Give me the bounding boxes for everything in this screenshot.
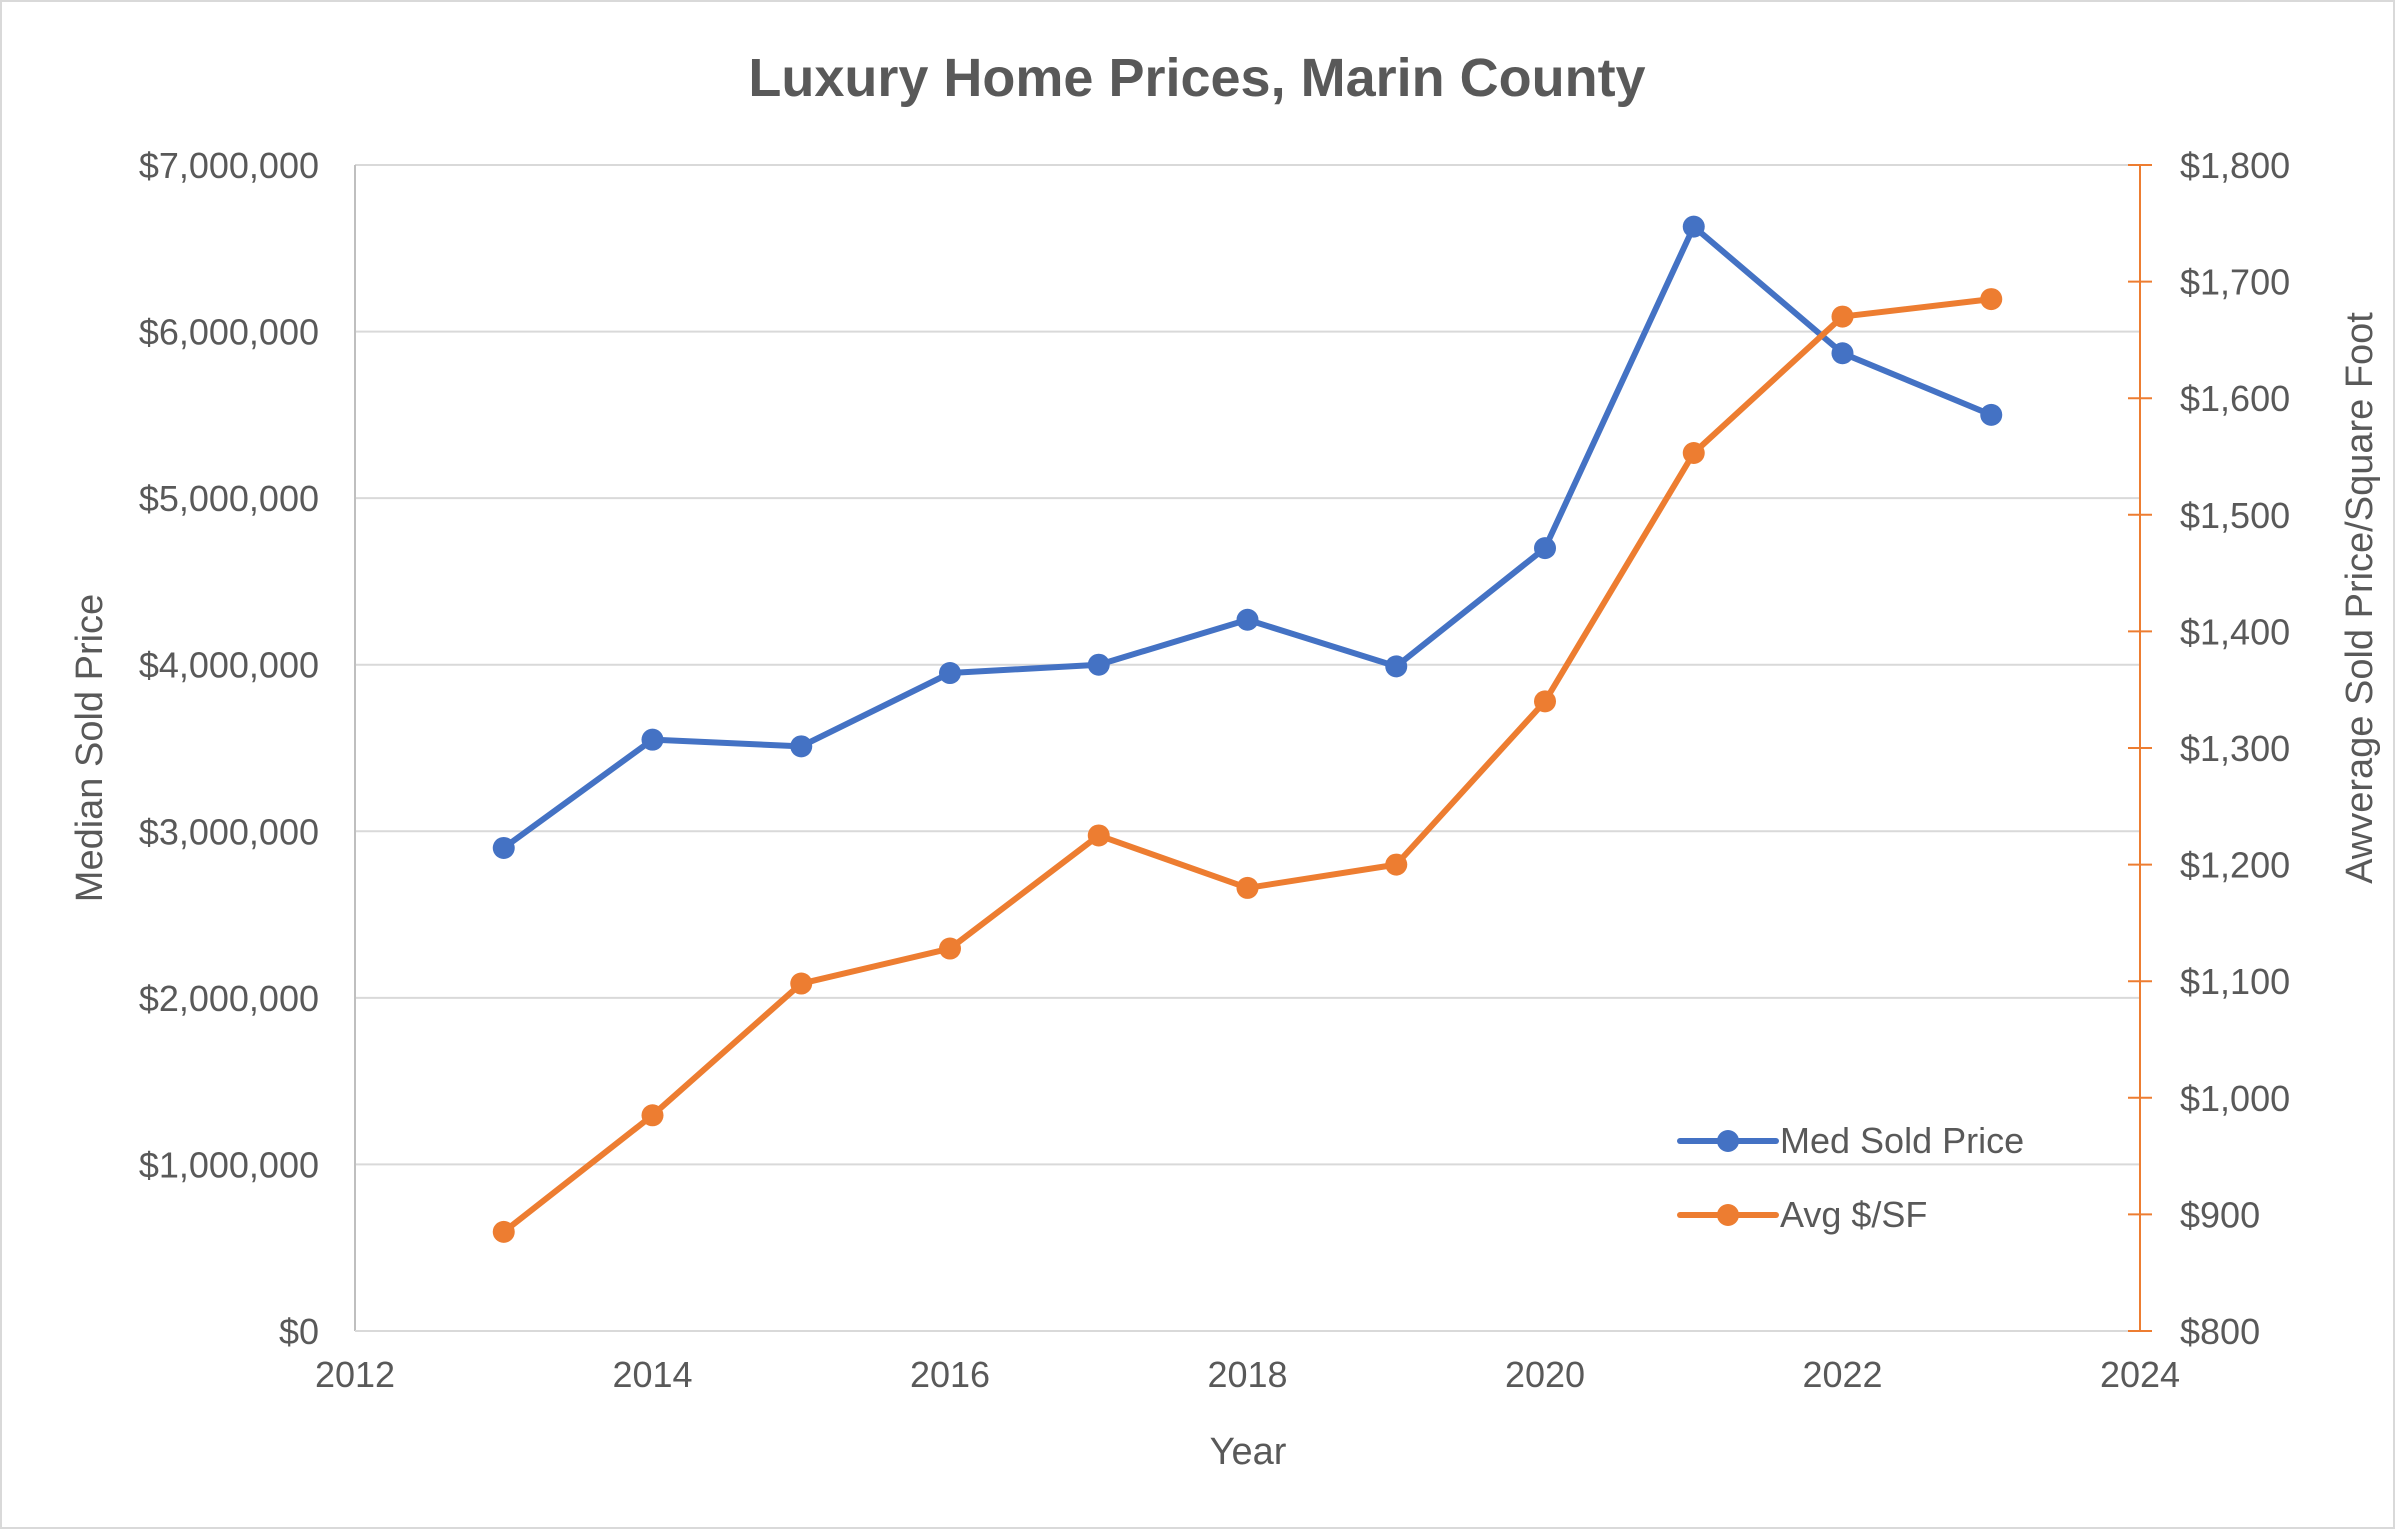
- y-tick-label: $4,000,000: [139, 645, 319, 686]
- y-tick-label: $6,000,000: [139, 312, 319, 353]
- series-line-0: [500, 223, 1995, 851]
- y-tick-label: $5,000,000: [139, 478, 319, 519]
- y2-tick-label: $1,500: [2180, 495, 2290, 536]
- y2-tick-label: $1,100: [2180, 961, 2290, 1002]
- data-point: [1682, 215, 1705, 238]
- y2-tick-label: $1,600: [2180, 378, 2290, 419]
- legend-marker-1: [1717, 1204, 1739, 1226]
- chart-title: Luxury Home Prices, Marin County: [748, 48, 1645, 108]
- data-point: [1087, 653, 1110, 676]
- data-point: [1087, 824, 1110, 847]
- data-point: [492, 1220, 515, 1243]
- data-point: [1236, 876, 1259, 899]
- y2-tick-label: $900: [2180, 1194, 2260, 1235]
- y2-tick-label: $1,200: [2180, 845, 2290, 886]
- y2-tick-label: $1,000: [2180, 1078, 2290, 1119]
- data-point: [1682, 442, 1705, 465]
- data-point: [1980, 403, 2003, 426]
- x-axis-title: Year: [1210, 1431, 1287, 1473]
- x-tick-label: 2024: [2100, 1354, 2180, 1395]
- y-tick-label: $0: [279, 1311, 319, 1352]
- series-line-1: [500, 296, 1995, 1235]
- legend: Med Sold Price Avg $/SF: [1677, 1120, 2024, 1235]
- x-tick-label: 2016: [910, 1354, 990, 1395]
- axes: [354, 164, 2152, 1332]
- data-point: [1534, 690, 1556, 713]
- y2-tick-label: $800: [2180, 1311, 2260, 1352]
- tick-labels: $0 $1,000,000 $2,000,000 $3,000,000 $4,000,0…: [139, 145, 2290, 1395]
- y-tick-label: $1,000,000: [139, 1144, 319, 1185]
- gridlines: [355, 164, 2140, 1166]
- data-point: [1385, 853, 1408, 876]
- data-point: [790, 735, 813, 758]
- data-point: [1980, 288, 2003, 311]
- legend-label-1: Avg $/SF: [1780, 1194, 1927, 1235]
- x-tick-label: 2018: [1207, 1354, 1287, 1395]
- legend-label-0: Med Sold Price: [1780, 1120, 2024, 1161]
- x-tick-label: 2020: [1505, 1354, 1585, 1395]
- y2-axis-title: Awverage Sold Price/Square Foot: [2339, 312, 2381, 884]
- y2-tick-label: $1,700: [2180, 262, 2290, 303]
- y2-tick-label: $1,400: [2180, 611, 2290, 652]
- data-point: [1236, 608, 1259, 631]
- data-point: [939, 937, 961, 960]
- y-tick-label: $7,000,000: [139, 145, 319, 186]
- data-point: [939, 662, 961, 685]
- x-tick-label: 2022: [1802, 1354, 1882, 1395]
- data-point: [790, 972, 813, 995]
- y2-tick-label: $1,800: [2180, 145, 2290, 186]
- data-point: [1831, 305, 1854, 328]
- x-tick-label: 2014: [612, 1354, 692, 1395]
- y-axis-title: Median Sold Price: [69, 594, 111, 902]
- y-tick-label: $3,000,000: [139, 811, 319, 852]
- data-point: [1385, 655, 1408, 678]
- legend-marker-0: [1717, 1130, 1739, 1152]
- data-point: [641, 728, 664, 751]
- x-tick-label: 2012: [315, 1354, 395, 1395]
- data-point: [641, 1104, 664, 1127]
- data-point: [492, 836, 515, 859]
- series-group: [492, 215, 2003, 1243]
- data-point: [1534, 537, 1556, 560]
- y2-tick-label: $1,300: [2180, 728, 2290, 769]
- data-point: [1831, 342, 1854, 365]
- y-tick-label: $2,000,000: [139, 978, 319, 1019]
